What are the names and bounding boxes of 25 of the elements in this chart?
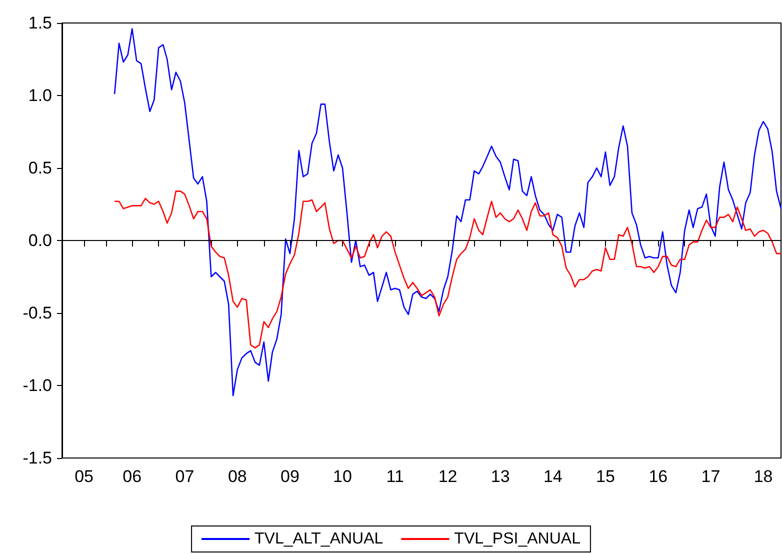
line-series: [114, 28, 782, 396]
x-tick-label: 06: [122, 467, 142, 486]
y-tick-label: 0.5: [28, 158, 52, 178]
x-tick-label: 14: [543, 467, 562, 486]
x-tick-label: 07: [175, 467, 194, 486]
y-tick-label: 1.5: [28, 14, 52, 32]
legend-label: TVL_PSI_ANUAL: [454, 530, 581, 548]
y-tick-label: -1.0: [22, 376, 52, 395]
x-tick-label: 10: [333, 467, 352, 486]
x-tick-label: 09: [280, 467, 300, 486]
x-tick-label: 08: [228, 467, 247, 486]
x-tick-label: 11: [386, 467, 404, 486]
y-tick-label: -0.5: [22, 304, 52, 322]
legend-label: TVL_ALT_ANUAL: [254, 530, 384, 548]
x-tick-label: 18: [754, 467, 773, 486]
line-series: [114, 190, 782, 348]
x-tick-label: 05: [74, 467, 94, 486]
y-tick-label: 0.0: [28, 231, 52, 250]
x-tick-label: 15: [596, 467, 615, 486]
x-tick-label: 12: [438, 467, 458, 486]
y-tick-label: -1.5: [22, 448, 52, 468]
x-tick-label: 16: [648, 467, 668, 486]
x-tick-label: 17: [701, 467, 720, 486]
y-tick-label: 1.0: [28, 86, 52, 105]
x-tick-label: 13: [490, 467, 510, 486]
